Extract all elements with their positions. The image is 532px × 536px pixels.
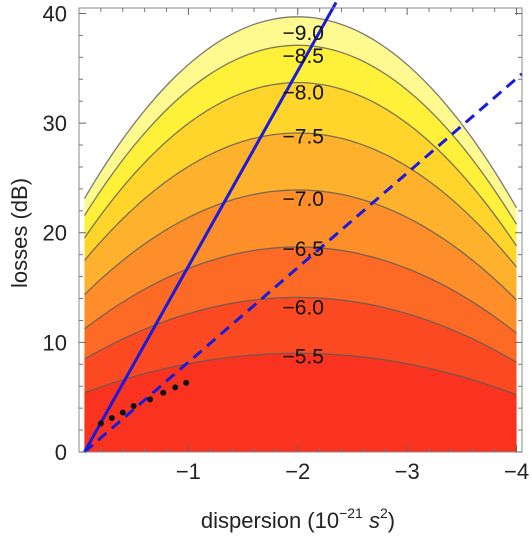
plot-border [78, 7, 523, 453]
contour-line [84, 246, 517, 334]
trend-lines-layer [83, 1, 523, 454]
y-tick-label: 10 [43, 330, 67, 355]
contour-line [83, 44, 518, 225]
dashed-fit-line [83, 72, 523, 454]
solid-fit-line [83, 1, 338, 453]
scatter-point [119, 409, 126, 416]
x-tick-label: −3 [395, 459, 420, 484]
contour-level-label: −7.0 [283, 188, 324, 211]
contour-level-label: −9.0 [283, 22, 324, 45]
contour-line [83, 81, 518, 247]
scatter-point [160, 389, 167, 396]
contour-level-label: −6.0 [283, 296, 324, 319]
y-tick-label: 0 [55, 440, 67, 465]
contour-line [84, 132, 518, 268]
contour-labels-layer: −5.5 −6.0 −6.5 −7.0 −7.5 −8.0 −8.5−9.0 [283, 22, 324, 368]
contour-band [84, 353, 517, 452]
plot-frame [78, 7, 523, 453]
x-tick-label: −4 [504, 459, 529, 484]
scatter-point [147, 396, 154, 403]
contour-level-label: −8.5 [283, 45, 324, 68]
contour-level-label: −8.0 [283, 81, 324, 104]
contour-fill-layer [83, 8, 518, 453]
contour-level-label: −7.5 [283, 125, 324, 148]
y-tick-label: 40 [43, 1, 67, 26]
scatter-point [183, 379, 190, 386]
scatter-point [108, 415, 115, 422]
axis-ticks-layer: −1 −2 −3 −4 0 10 20 30 40 [43, 1, 530, 484]
scatter-points-layer [97, 379, 190, 427]
y-tick-label: 20 [43, 221, 67, 246]
x-tick-label: −1 [176, 459, 201, 484]
contour-line [84, 352, 517, 396]
contour-level-label: −5.5 [283, 346, 324, 369]
y-axis-label: losses (dB) [7, 178, 32, 288]
contour-line [83, 16, 518, 209]
scatter-point [172, 384, 179, 391]
contour-level-label: −6.5 [283, 238, 324, 261]
y-tick-label: 30 [43, 111, 67, 136]
scatter-point [97, 420, 104, 427]
contour-line [84, 189, 517, 301]
x-axis-label: dispersion (10−21 s2) [201, 505, 395, 533]
x-tick-label: −2 [285, 459, 310, 484]
scatter-point [130, 402, 137, 409]
